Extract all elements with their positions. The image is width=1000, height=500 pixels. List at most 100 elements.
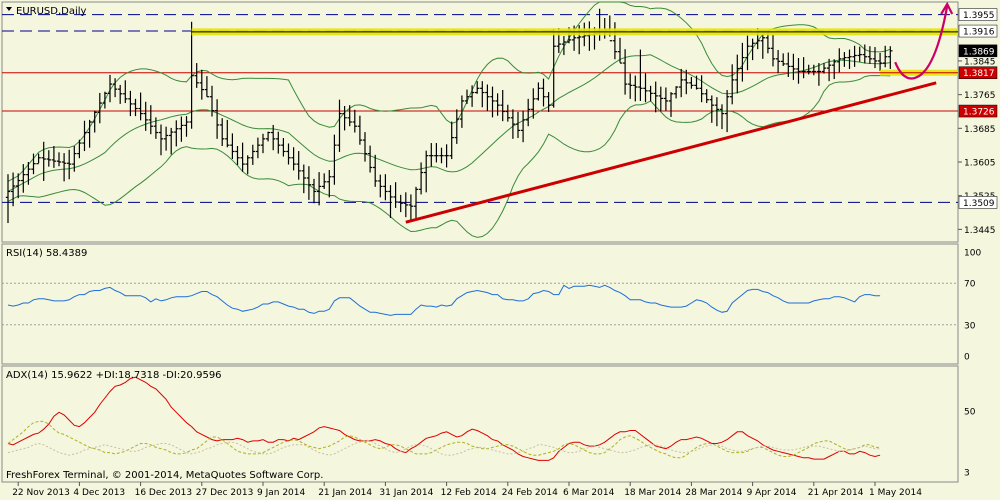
- price-bar: [730, 64, 735, 105]
- rsi-axis-label: 100: [964, 249, 981, 259]
- price-axis-label: 1.3765: [964, 91, 996, 101]
- price-bar: [296, 151, 301, 180]
- price-tag-bg: [958, 44, 998, 58]
- price-bar: [842, 52, 847, 67]
- price-bar: [82, 120, 87, 152]
- rsi-panel-frame: [1, 243, 959, 365]
- price-bar: [673, 86, 679, 99]
- price-bar: [796, 58, 801, 84]
- price-bar: [837, 48, 842, 73]
- price-bar: [383, 174, 388, 201]
- price-bar: [128, 90, 133, 117]
- price-axis-label: 1.3845: [964, 57, 996, 67]
- price-bar: [51, 146, 57, 168]
- price-bar: [393, 182, 398, 208]
- price-tag: 1.3955: [958, 8, 998, 21]
- price-tag-bg: [958, 104, 998, 118]
- price-bar: [714, 97, 720, 127]
- price-bar: [658, 86, 663, 112]
- price-bar: [821, 63, 827, 74]
- price-bar: [633, 75, 638, 102]
- time-axis-label: 16 Dec 2013: [135, 488, 193, 498]
- adx-panel-title: ADX(14) 15.9622 +DI:18.7318 -DI:20.9596: [6, 370, 222, 381]
- adx-line: [7, 420, 881, 459]
- price-bar: [163, 126, 169, 151]
- price-bar: [72, 146, 77, 172]
- price-bar: [648, 85, 653, 101]
- price-bar: [240, 142, 245, 172]
- price-bar: [398, 194, 403, 213]
- price-bar: [643, 73, 648, 103]
- collapse-triangle-icon[interactable]: [6, 7, 12, 11]
- price-bar: [118, 84, 123, 104]
- price-bar: [10, 172, 16, 207]
- adx-panel-frame: [1, 365, 959, 483]
- adx-axis-label: 3: [964, 469, 970, 479]
- price-bar: [250, 144, 255, 165]
- price-bar: [745, 35, 750, 71]
- price-bar: [735, 54, 740, 94]
- price-bar: [276, 131, 281, 154]
- rsi-level-lines: [2, 282, 958, 326]
- price-tag: 1.3726: [958, 104, 998, 118]
- price-tag: 1.3509: [958, 196, 998, 209]
- price-bar: [429, 143, 434, 167]
- price-bar: [291, 147, 296, 171]
- price-bar: [179, 116, 184, 142]
- price-bar: [454, 109, 459, 144]
- price-bar: [153, 117, 159, 139]
- price-bar: [342, 106, 347, 131]
- price-bar: [439, 147, 444, 164]
- price-bar: [332, 134, 337, 185]
- time-axis-label: 4 Dec 2013: [73, 488, 125, 498]
- price-bar: [617, 37, 623, 64]
- price-bar: [67, 149, 72, 180]
- price-bar: [495, 93, 500, 116]
- price-bar: [362, 132, 368, 162]
- price-bar: [561, 36, 567, 56]
- price-bar: [770, 34, 776, 67]
- price-bar: [230, 133, 235, 160]
- price-bar: [888, 46, 893, 69]
- price-bar: [41, 141, 46, 181]
- price-bar: [286, 143, 291, 165]
- adx-line: [7, 440, 881, 456]
- price-bar: [87, 119, 92, 148]
- price-bar: [235, 146, 240, 165]
- ascending-trendline: [405, 81, 937, 224]
- price-axis-label: 1.3445: [964, 226, 996, 236]
- price-bar: [220, 118, 225, 146]
- price-bar: [265, 131, 271, 142]
- price-tag-bg: [958, 196, 998, 209]
- price-bar: [709, 95, 714, 123]
- price-bar: [102, 91, 108, 109]
- price-bar: [622, 49, 628, 95]
- price-bar: [638, 49, 643, 101]
- price-bar: [485, 84, 490, 112]
- price-bar: [148, 105, 153, 135]
- price-bar: [424, 150, 429, 193]
- price-bar: [56, 152, 62, 167]
- price-bar: [143, 101, 148, 131]
- price-bar: [92, 110, 97, 133]
- price-bar: [138, 92, 143, 121]
- bollinger-lower-band: [7, 74, 891, 238]
- price-bar: [877, 52, 883, 72]
- price-tag-bg: [958, 66, 998, 79]
- price-bar: [306, 166, 312, 200]
- price-bar: [724, 90, 730, 133]
- price-bar: [541, 78, 546, 107]
- time-axis: 22 Nov 2013 4 Dec 2013 16 Dec 2013 27 Dec 2…: [12, 482, 922, 498]
- price-bar: [347, 105, 352, 127]
- terminal-footer: FreshForex Terminal, © 2001-2014, MetaQu…: [6, 470, 323, 481]
- price-bar: [515, 111, 521, 138]
- price-bar: [21, 164, 26, 193]
- price-bar: [526, 98, 531, 127]
- price-bar: [689, 76, 694, 89]
- price-bar: [189, 21, 194, 129]
- time-axis-label: 6 Mar 2014: [563, 488, 615, 498]
- time-axis-label: 27 Dec 2013: [196, 488, 254, 498]
- price-bar: [337, 99, 342, 152]
